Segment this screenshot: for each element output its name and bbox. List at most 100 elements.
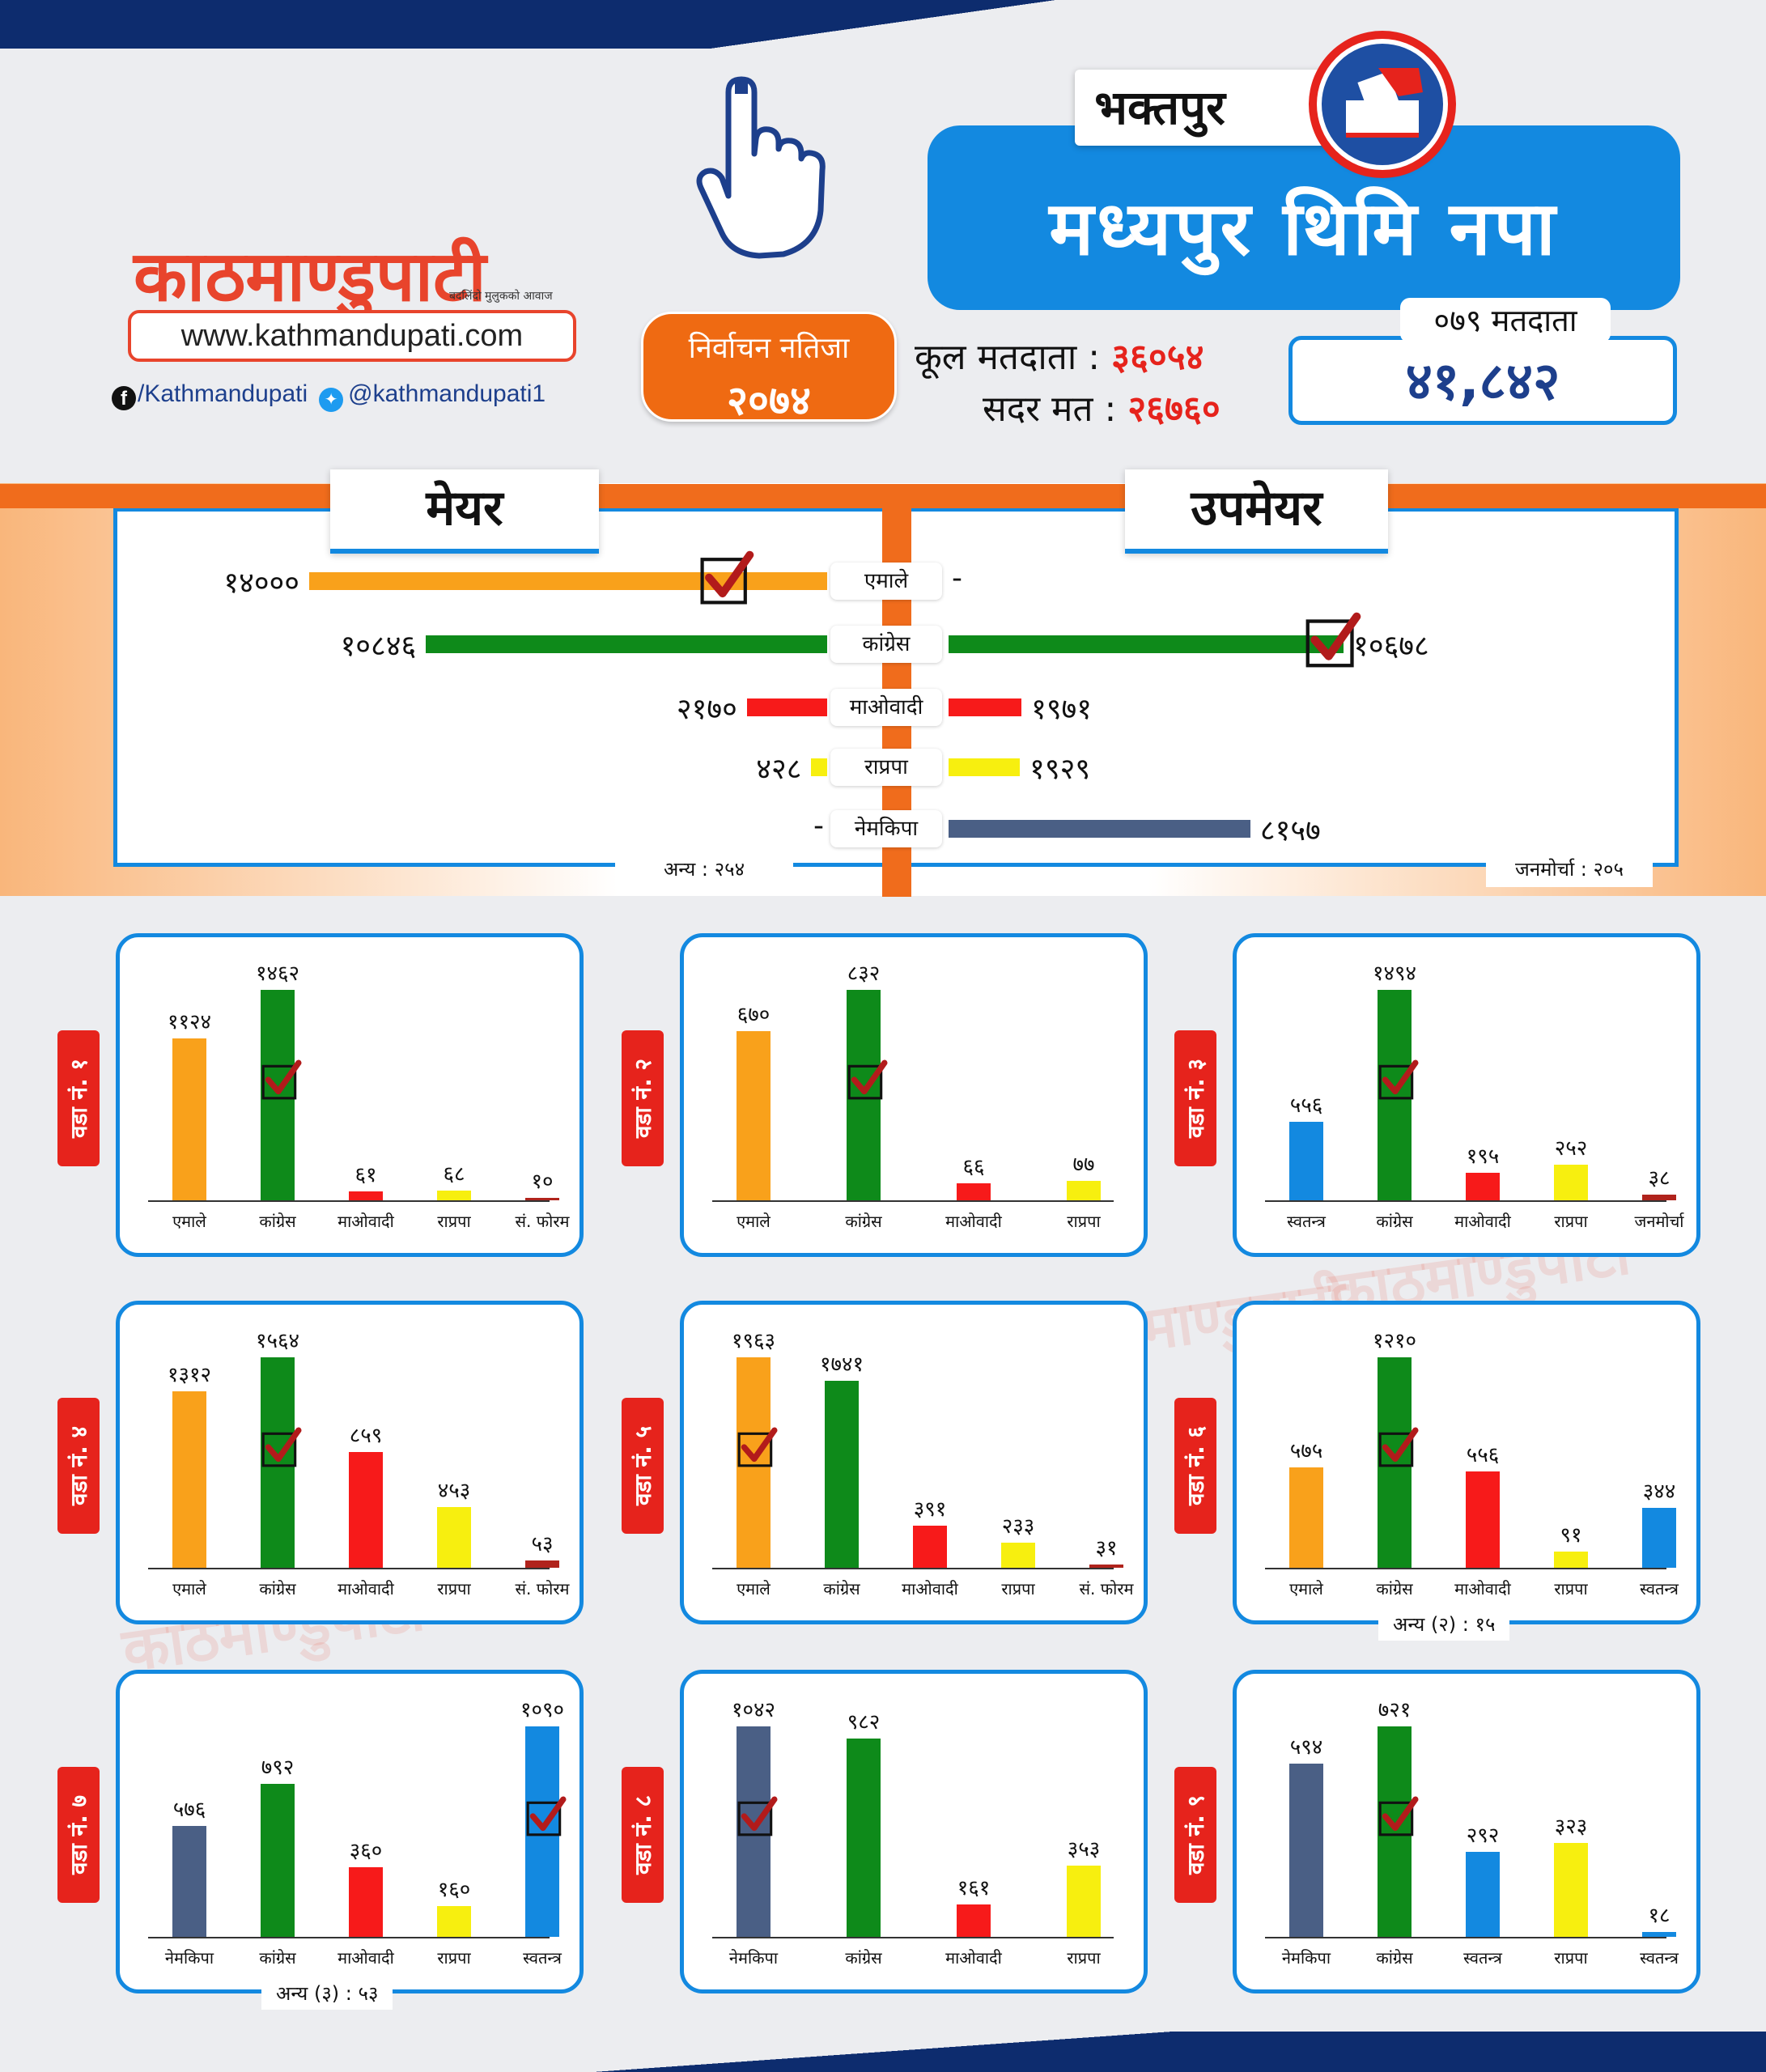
party-label: कांग्रेस bbox=[830, 626, 942, 663]
facebook-handle[interactable]: /Kathmandupati bbox=[138, 380, 308, 407]
winner-check-icon bbox=[261, 1059, 302, 1100]
mayor-value-label: - bbox=[813, 809, 824, 843]
category-label: राप्रपा bbox=[1001, 1579, 1035, 1599]
category-label: माओवादी bbox=[945, 1948, 1002, 1968]
bar bbox=[1642, 1931, 1676, 1937]
bar-value-label: ५५६ bbox=[1466, 1442, 1500, 1467]
ward-label: वडा नं. ९ bbox=[1174, 1767, 1216, 1903]
category-label: सं. फोरम bbox=[515, 1212, 570, 1231]
bar-value-label: ८३२ bbox=[847, 962, 881, 986]
category-label: नेमकिपा bbox=[728, 1948, 779, 1968]
other-votes-note: अन्य (२) : १५ bbox=[1378, 1608, 1510, 1641]
bar-value-label: २५२ bbox=[1554, 1136, 1588, 1161]
bar-value-label: ९८२ bbox=[847, 1709, 881, 1734]
bar bbox=[1554, 1552, 1588, 1568]
category-label: एमाले bbox=[737, 1212, 771, 1231]
category-label: कांग्रेस bbox=[845, 1948, 882, 1968]
bar bbox=[737, 1030, 771, 1200]
bar-value-label: ११२४ bbox=[167, 1010, 212, 1035]
bar bbox=[349, 1452, 383, 1568]
category-label: कांग्रेस bbox=[259, 1948, 296, 1968]
website-link[interactable]: www.kathmandupati.com bbox=[128, 310, 576, 362]
bar-value-label: १४९४ bbox=[1372, 962, 1417, 986]
winner-check-icon bbox=[261, 1427, 302, 1467]
category-label: नेमकिपा bbox=[1281, 1948, 1331, 1968]
chart-baseline bbox=[712, 1200, 1114, 1202]
district-label: भक्तपुर bbox=[1075, 70, 1334, 146]
category-label: राप्रपा bbox=[1554, 1212, 1588, 1231]
bar bbox=[847, 1738, 881, 1937]
category-label: माओवादी bbox=[1454, 1212, 1511, 1231]
ward-label-text: वडा नं. ७ bbox=[66, 1794, 92, 1875]
bar bbox=[1554, 1842, 1588, 1937]
twitter-handle[interactable]: @kathmandupati1 bbox=[348, 380, 546, 407]
bar bbox=[525, 1726, 559, 1937]
bar bbox=[1642, 1195, 1676, 1200]
ward-label-text: वडा नं. ४ bbox=[66, 1425, 92, 1506]
bar bbox=[957, 1904, 991, 1937]
brand-logo: काठमाण्डुपाटी bbox=[134, 236, 486, 317]
category-label: माओवादी bbox=[337, 1579, 394, 1599]
mayor-value-label: ४२८ bbox=[756, 753, 802, 786]
bar-value-label: २३३ bbox=[1001, 1514, 1035, 1539]
bar-value-label: ६१ bbox=[354, 1163, 377, 1188]
bar bbox=[172, 1825, 206, 1937]
bar-value-label: ३६० bbox=[349, 1839, 383, 1864]
chart-baseline bbox=[1265, 1200, 1666, 1202]
bar-value-label: ३४४ bbox=[1642, 1480, 1676, 1505]
category-label: एमाले bbox=[172, 1212, 206, 1231]
voters-079-value: ४१,८४२ bbox=[1288, 336, 1677, 425]
deputy-value-label: १९२९ bbox=[1029, 753, 1091, 786]
bar-value-label: ६६ bbox=[962, 1155, 985, 1180]
bar-value-label: १०९० bbox=[520, 1698, 565, 1722]
bar-value-label: ५३ bbox=[531, 1532, 554, 1557]
category-label: राप्रपा bbox=[437, 1579, 471, 1599]
bar bbox=[349, 1867, 383, 1937]
bar bbox=[737, 1357, 771, 1568]
bar bbox=[1378, 1357, 1412, 1568]
bar bbox=[825, 1381, 859, 1568]
winner-check-icon bbox=[1378, 1059, 1419, 1100]
bar-value-label: ८५९ bbox=[349, 1424, 383, 1449]
bar-value-label: ६७० bbox=[737, 1002, 771, 1027]
ward-label-text: वडा नं. ६ bbox=[1182, 1425, 1209, 1506]
category-label: स्वतन्त्र bbox=[523, 1948, 562, 1968]
twitter-icon: ✦ bbox=[319, 388, 344, 412]
party-label: नेमकिपा bbox=[830, 810, 942, 847]
bar-value-label: ३२३ bbox=[1554, 1814, 1588, 1839]
bar-value-label: १५६४ bbox=[255, 1329, 300, 1353]
chart-baseline bbox=[712, 1568, 1114, 1569]
deputy-value-label: १०६७८ bbox=[1353, 630, 1429, 663]
ballot-box-icon bbox=[1317, 39, 1448, 170]
bar bbox=[1466, 1851, 1500, 1937]
ward-label-text: वडा नं. ९ bbox=[1182, 1794, 1209, 1875]
mayor-other-note: अन्य : २५४ bbox=[615, 851, 793, 887]
category-label: स्वतन्त्र bbox=[1640, 1948, 1679, 1968]
category-label: कांग्रेस bbox=[845, 1212, 882, 1231]
bar bbox=[437, 1905, 471, 1937]
bar bbox=[1067, 1180, 1101, 1200]
category-label: माओवादी bbox=[337, 1212, 394, 1231]
category-label: एमाले bbox=[172, 1579, 206, 1599]
panel-frame bbox=[599, 484, 1125, 508]
deputy-mayor-header: उपमेयर bbox=[1125, 469, 1388, 554]
other-votes-note: अन्य (३) : ५३ bbox=[261, 1977, 393, 2010]
winner-check-icon bbox=[1378, 1796, 1419, 1836]
mayor-value-label: १४००० bbox=[223, 567, 299, 600]
ward-card bbox=[1233, 933, 1700, 1257]
category-label: कांग्रेस bbox=[1376, 1948, 1413, 1968]
winner-check-icon bbox=[847, 1059, 888, 1100]
bar-value-label: ५५६ bbox=[1289, 1093, 1323, 1119]
bar bbox=[1289, 1763, 1323, 1937]
category-label: कांग्रेस bbox=[823, 1579, 860, 1599]
category-label: जनमोर्चा bbox=[1634, 1212, 1684, 1231]
bar bbox=[172, 1391, 206, 1568]
panel-frame bbox=[0, 484, 330, 508]
bar bbox=[847, 990, 881, 1200]
bar bbox=[957, 1183, 991, 1200]
ward-label: वडा नं. १ bbox=[57, 1030, 100, 1166]
bar bbox=[349, 1191, 383, 1200]
ward-label-text: वडा नं. ३ bbox=[1182, 1058, 1209, 1139]
bar bbox=[1466, 1173, 1500, 1200]
category-label: कांग्रेस bbox=[1376, 1579, 1413, 1599]
